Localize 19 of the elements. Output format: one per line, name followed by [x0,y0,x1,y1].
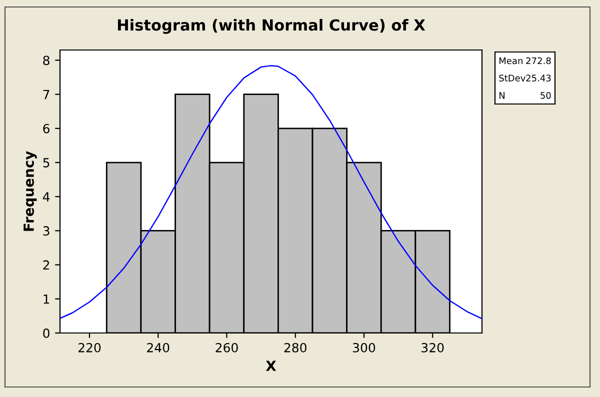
x-tick-label: 220 [78,342,101,352]
x-tick-label: 320 [422,342,444,352]
x-axis-title: X [266,360,276,371]
y-tick-label: 6 [43,124,50,134]
x-tick-label: 260 [216,342,238,352]
y-tick-label: 2 [43,260,50,270]
y-tick-label: 4 [42,192,50,202]
y-axis-title: Frequency [24,151,37,231]
x-tick-label: 280 [284,342,306,352]
x-tick-label: 240 [147,342,170,352]
y-tick-label: 8 [43,56,50,66]
chart-title: Histogram (with Normal Curve) of X [118,18,426,34]
x-tick-label: 300 [353,342,376,352]
y-tick-label: 7 [43,90,50,100]
y-tick-label: 3 [43,226,50,236]
y-tick-label: 5 [43,158,50,168]
y-tick-label: 1 [44,294,50,304]
line-series [60,65,482,320]
y-tick-label: 0 [43,328,50,338]
